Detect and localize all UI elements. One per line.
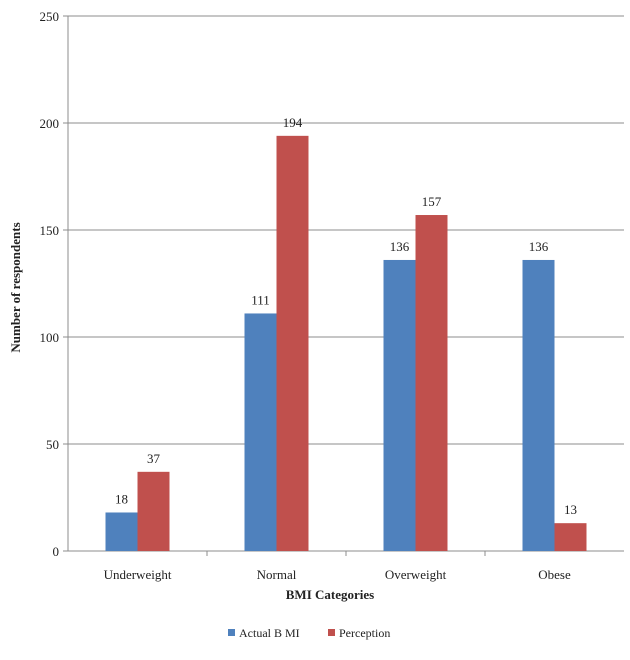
legend-swatch-actual — [228, 629, 235, 636]
data-label: 18 — [115, 491, 128, 506]
bar-actual-normal — [244, 313, 277, 551]
bar-actual-overweight — [383, 259, 416, 551]
bar-perception-normal — [276, 135, 309, 551]
bar-actual-underweight — [105, 512, 138, 551]
bar-perception-obese — [554, 523, 587, 551]
data-label: 111 — [251, 292, 270, 307]
x-tick-label: Normal — [257, 567, 297, 582]
y-tick-label: 100 — [40, 330, 60, 345]
data-label: 37 — [147, 451, 161, 466]
y-axis-title: Number of respondents — [8, 222, 23, 352]
x-axis-title: BMI Categories — [286, 587, 374, 602]
x-tick-label: Underweight — [104, 567, 172, 582]
y-tick-label: 50 — [46, 437, 59, 452]
data-label: 136 — [529, 239, 549, 254]
y-tick-label: 250 — [40, 9, 60, 24]
bar-actual-obese — [522, 259, 555, 551]
legend-swatch-perception — [328, 629, 335, 636]
data-labels: 18 37 111 194 136 157 136 13 — [115, 115, 577, 517]
data-label: 194 — [283, 115, 303, 130]
data-label: 13 — [564, 502, 577, 517]
legend-label: Actual B MI — [239, 626, 300, 640]
x-tick-label: Overweight — [385, 567, 447, 582]
legend-label: Perception — [339, 626, 390, 640]
y-tick-label: 150 — [40, 223, 60, 238]
x-tick-label: Obese — [538, 567, 571, 582]
bar-perception-underweight — [137, 471, 170, 551]
legend: Actual B MI Perception — [228, 626, 390, 640]
data-label: 136 — [390, 239, 410, 254]
y-tick-label: 0 — [53, 544, 60, 559]
data-label: 157 — [422, 194, 442, 209]
y-tick-labels: 0 50 100 150 200 250 — [40, 9, 60, 559]
bar-perception-overweight — [415, 215, 448, 551]
y-tick-label: 200 — [40, 116, 60, 131]
bars — [105, 135, 587, 551]
category-labels: Underweight Normal Overweight Obese — [104, 567, 571, 582]
